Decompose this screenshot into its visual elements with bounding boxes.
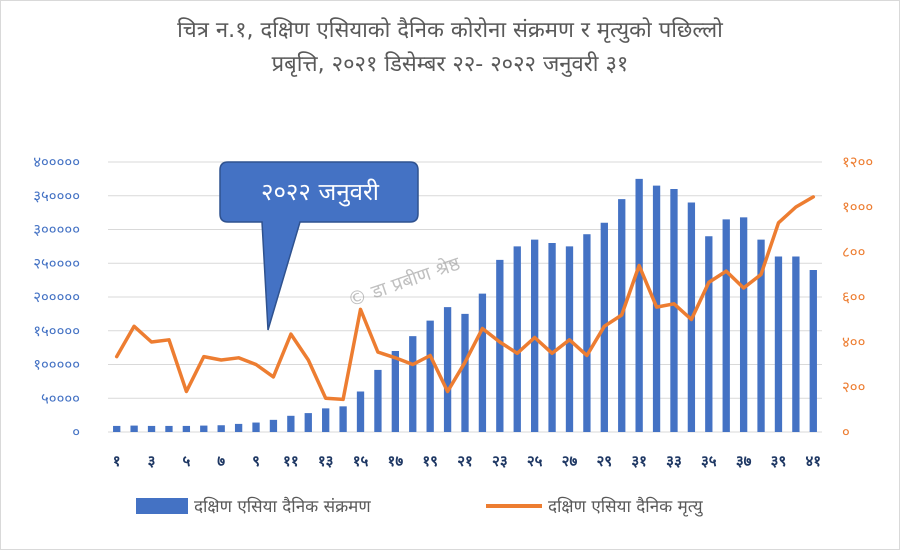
legend-label-infections: दक्षिण एसिया दैनिक संक्रमण [194, 497, 371, 517]
legend-item-deaths: दक्षिण एसिया दैनिक मृत्यु [486, 494, 703, 517]
infection-bar [234, 423, 243, 432]
infection-bar [722, 219, 730, 432]
x-tick-label: २५ [527, 452, 543, 470]
x-tick-label: १९ [422, 452, 438, 470]
infection-bar [809, 270, 817, 432]
infection-bar [217, 425, 225, 432]
infection-bar [496, 259, 504, 432]
x-tick-label: २१ [457, 452, 473, 470]
infection-bar [478, 293, 487, 432]
infection-bar [252, 422, 260, 432]
x-tick-label: ४१ [805, 452, 821, 470]
x-tick-label: १३ [318, 452, 334, 470]
infection-bar [739, 217, 748, 432]
infection-bar [182, 425, 191, 432]
x-tick-label: ३७ [736, 452, 752, 470]
infection-bar [113, 425, 121, 432]
x-tick-label: २९ [597, 452, 613, 470]
legend-item-infections: दक्षिण एसिया दैनिक संक्रमण [136, 494, 371, 517]
infection-bar [513, 246, 521, 432]
legend: दक्षिण एसिया दैनिक संक्रमण दक्षिण एसिया … [0, 494, 900, 524]
left-tick-label: २००००० [33, 288, 80, 306]
infection-bar [774, 256, 783, 432]
infection-bar [670, 189, 678, 432]
chart-title-line-1: चित्र न.१, दक्षिण एसियाको दैनिक कोरोना स… [177, 18, 723, 43]
infection-bar [322, 408, 330, 432]
x-tick-label: ३ [148, 452, 156, 470]
x-tick-label: ७ [217, 452, 225, 470]
infection-bars [113, 178, 817, 432]
infection-bar [443, 307, 452, 432]
x-tick-label: २३ [492, 452, 508, 470]
x-tick-label: ३५ [701, 452, 717, 470]
left-tick-label: ५०००० [41, 389, 80, 407]
left-axis-ticks: ० ५०००० १००००० १५०००० २००००० २५०००० ३००००० ३५००… [33, 153, 80, 441]
callout-label: २०२२ जनुवरी [260, 178, 380, 206]
x-tick-label: ३१ [631, 452, 647, 470]
left-tick-label: १००००० [33, 356, 80, 374]
infection-bar [409, 336, 417, 432]
infection-bar [304, 413, 312, 432]
infection-bar [200, 425, 208, 432]
right-tick-label: ८०० [842, 243, 865, 261]
chart-title-line-2: प्रबृत्ति, २०२१ डिसेम्बर २२- २०२२ जनुवरी… [271, 52, 629, 77]
x-tick-label: ३३ [666, 452, 682, 470]
right-tick-label: १२०० [842, 153, 873, 171]
infection-bar [426, 320, 434, 432]
x-tick-label: १७ [388, 452, 404, 470]
legend-swatch-bar [136, 497, 188, 514]
legend-swatch-line [486, 503, 542, 508]
right-tick-label: ४०० [842, 333, 865, 351]
x-tick-label: ११ [283, 452, 299, 470]
x-tick-label: १५ [353, 452, 369, 470]
infection-bar [287, 415, 295, 432]
left-tick-label: ३००००० [33, 221, 80, 239]
x-tick-label: ९ [252, 452, 260, 470]
x-tick-label: १ [113, 452, 121, 470]
infection-bar [356, 391, 365, 432]
x-tick-label: २७ [562, 452, 578, 470]
infection-bar [269, 419, 278, 432]
infection-bar [757, 239, 765, 432]
right-tick-label: ० [842, 423, 850, 441]
infection-bar [792, 256, 800, 432]
infection-bar [165, 425, 173, 432]
right-tick-label: ६०० [842, 288, 865, 306]
right-tick-label: १००० [842, 198, 873, 216]
x-axis-ticks: १ ३ ५ ७ ९ ११ १३ १५ १७ १९ २१ २३ २५ २७ २९ ३१ ३३ ३५ ३७ ३९ ४१ [113, 452, 821, 470]
left-tick-label: ० [72, 423, 80, 441]
infection-bar [548, 243, 556, 432]
infection-bar [391, 351, 399, 432]
infection-bar [705, 236, 713, 432]
legend-label-deaths: दक्षिण एसिया दैनिक मृत्यु [548, 497, 703, 517]
x-tick-label: ५ [182, 452, 190, 470]
left-tick-label: २५०००० [33, 254, 80, 272]
right-tick-label: २०० [842, 378, 865, 396]
infection-bar [461, 313, 469, 432]
chart-title: चित्र न.१, दक्षिण एसियाको दैनिक कोरोना स… [40, 14, 860, 82]
infection-bar [147, 425, 156, 432]
infection-bar [339, 406, 347, 432]
infection-bar [635, 178, 643, 432]
death-line-layer [114, 195, 816, 402]
right-axis-ticks: ० २०० ४०० ६०० ८०० १००० १२०० [842, 153, 873, 441]
left-tick-label: १५०००० [33, 322, 80, 340]
left-tick-label: ३५०००० [33, 187, 80, 205]
infection-bar [130, 425, 138, 432]
infection-bar [374, 369, 382, 432]
infection-bar [583, 234, 591, 432]
x-tick-label: ३९ [771, 452, 787, 470]
left-tick-label: ४००००० [33, 153, 80, 171]
